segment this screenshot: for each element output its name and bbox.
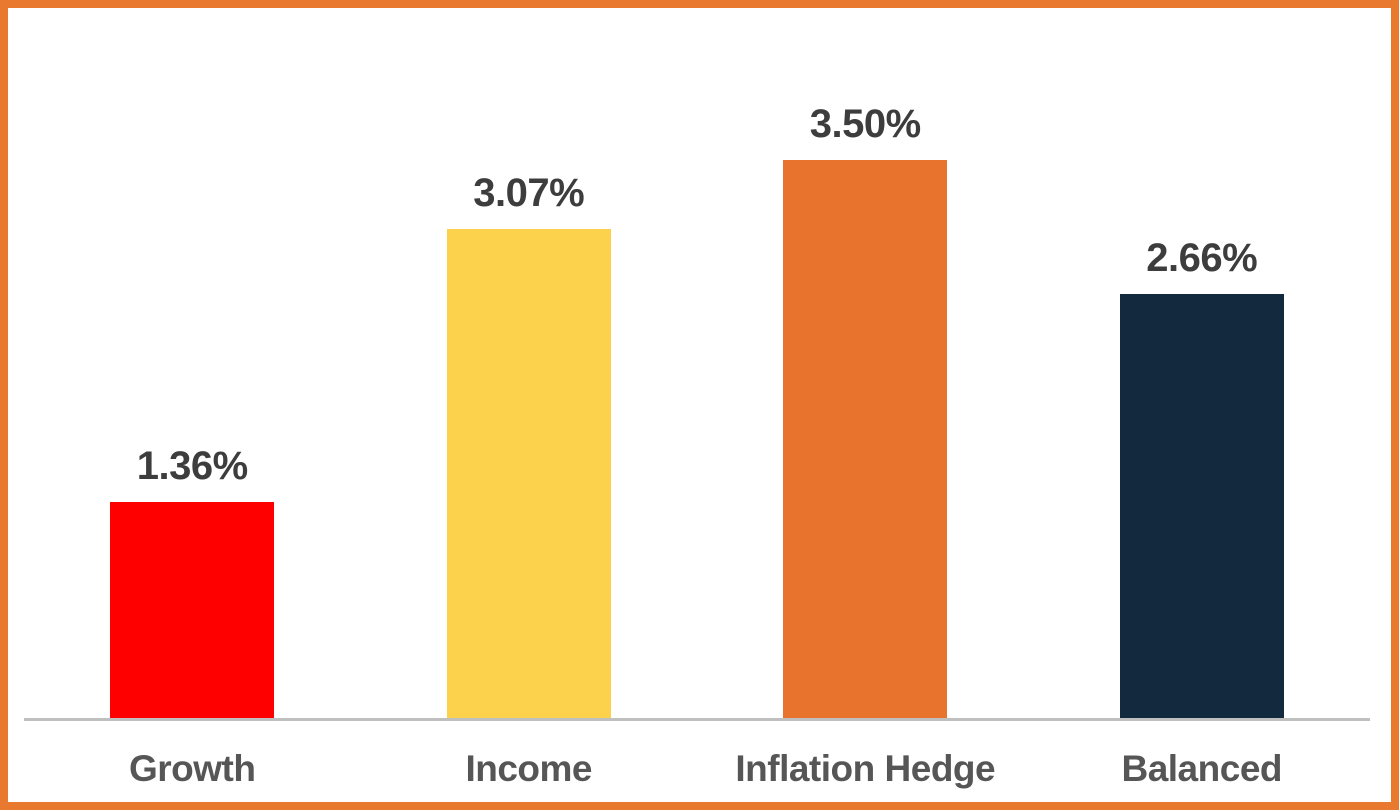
value-label-inflation-hedge: 3.50% [809, 102, 921, 146]
category-label-income: Income [465, 748, 593, 789]
bar-group-growth: 1.36% [24, 8, 361, 719]
value-label-income: 3.07% [473, 171, 585, 215]
bar-balanced [1119, 294, 1284, 719]
bar-group-balanced: 2.66% [1034, 8, 1371, 719]
category-axis: Growth Income Inflation Hedge Balanced [24, 748, 1370, 790]
x-axis-line [24, 718, 1370, 721]
bar-growth [110, 502, 275, 719]
plot-area: 1.36% 3.07% 3.50% 2.66% [24, 8, 1370, 719]
bar-inflation-hedge [783, 160, 948, 719]
value-label-growth: 1.36% [136, 444, 248, 488]
category-label-growth: Growth [129, 748, 256, 789]
category-label-balanced: Balanced [1121, 748, 1282, 789]
bar-group-inflation-hedge: 3.50% [697, 8, 1034, 719]
bar-income [446, 229, 611, 719]
value-label-balanced: 2.66% [1146, 236, 1258, 280]
category-label-inflation-hedge: Inflation Hedge [735, 748, 996, 789]
bar-group-income: 3.07% [361, 8, 698, 719]
